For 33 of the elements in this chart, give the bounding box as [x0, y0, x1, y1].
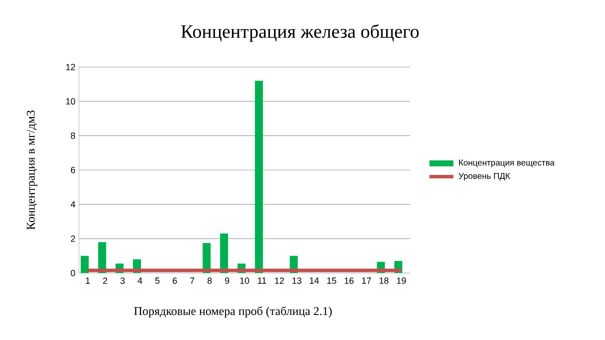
- x-tick-label: 6: [172, 278, 177, 284]
- bar: [254, 80, 263, 273]
- y-tick-label: 2: [70, 236, 76, 242]
- x-tick-label: 13: [292, 278, 302, 284]
- x-tick-label: 7: [190, 278, 194, 284]
- x-tick-label: 14: [310, 278, 319, 284]
- x-tick-label: 11: [258, 278, 266, 284]
- legend-label: Уровень ПДК: [458, 172, 510, 181]
- x-tick-label: 2: [103, 278, 108, 284]
- x-tick-label: 9: [225, 278, 230, 284]
- x-tick-label: 17: [362, 278, 371, 284]
- y-axis-title: Концентрация в мг/дм3: [26, 110, 38, 230]
- x-tick-label: 4: [138, 278, 142, 284]
- y-tick-label: 10: [66, 98, 76, 105]
- x-tick-label: 8: [208, 278, 212, 284]
- x-axis-title: Порядковые номера проб (таблица 2.1): [134, 306, 332, 318]
- x-tick-label: 1: [86, 278, 90, 284]
- x-tick-label: 5: [155, 278, 160, 284]
- y-tick-label: 8: [70, 132, 76, 139]
- x-tick-label: 12: [275, 278, 284, 284]
- x-tick-label: 18: [380, 278, 388, 284]
- x-tick-label: 15: [327, 278, 336, 284]
- y-tick-label: 12: [66, 64, 76, 70]
- bar: [80, 256, 89, 273]
- y-tick-label: 6: [70, 166, 76, 174]
- x-tick-label: 3: [120, 278, 125, 284]
- chart-title: Концентрация железа общего: [181, 24, 419, 42]
- legend-label: Концентрация вещества: [459, 160, 555, 168]
- y-tick-label: 4: [70, 201, 76, 208]
- x-tick-label: 19: [396, 278, 406, 284]
- y-tick-label: 0: [70, 270, 76, 276]
- x-tick-label: 10: [240, 278, 250, 284]
- x-tick-label: 16: [344, 278, 354, 284]
